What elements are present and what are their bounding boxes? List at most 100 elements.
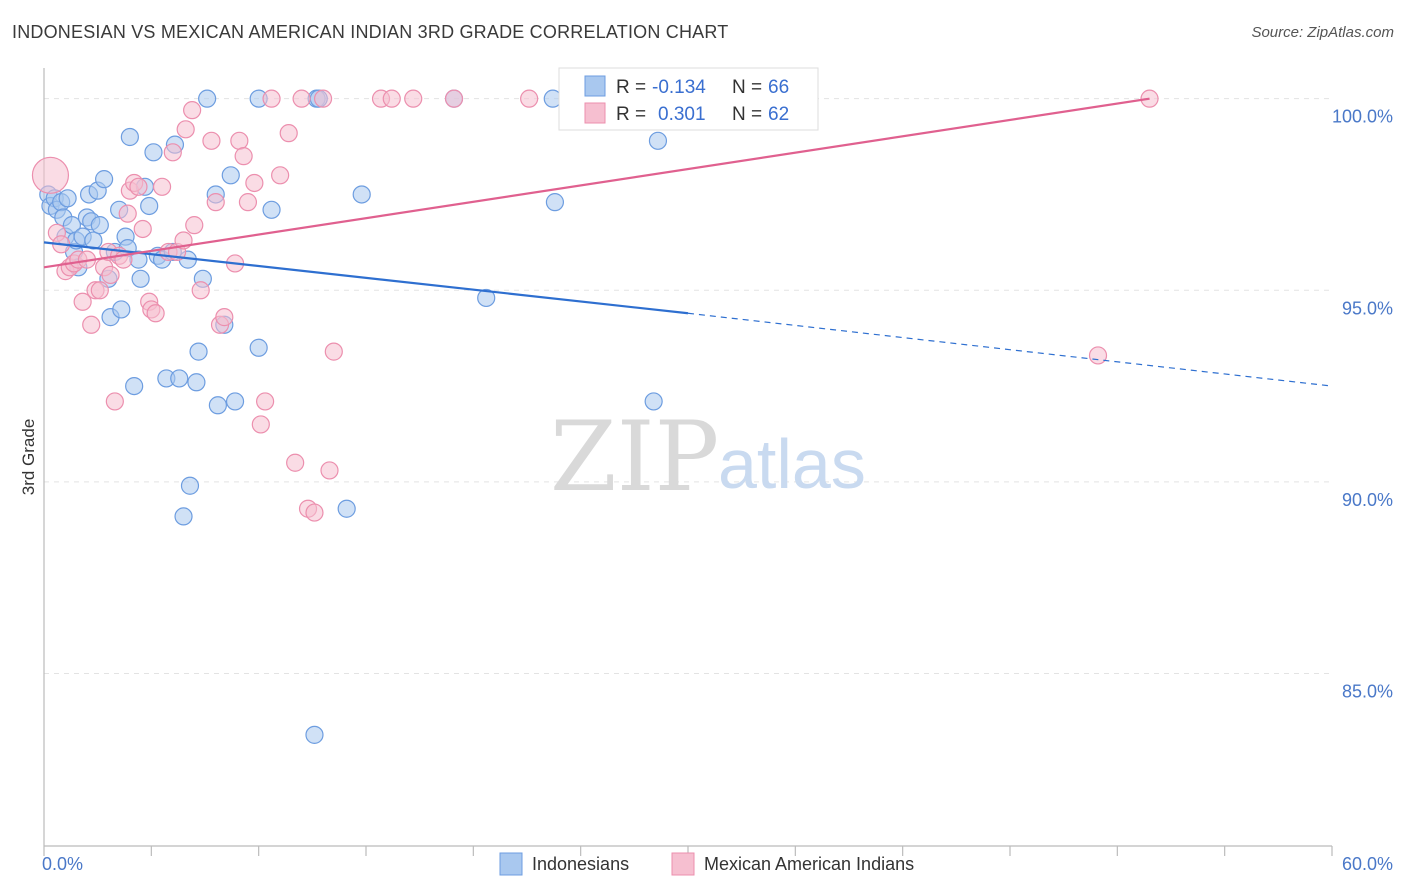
indonesians-point-44: [189, 342, 208, 361]
stats-box: R = -0.134 N = 66 R = 0.301 N = 62: [558, 67, 819, 131]
indonesians-trend-extension: [687, 312, 1333, 387]
stats-blue-n-value: 66: [768, 77, 789, 98]
indonesians-point-19: [95, 170, 114, 189]
series-mexican-american-indians-points: [31, 89, 1159, 522]
legend: Indonesians Mexican American Indians: [499, 852, 914, 876]
indonesians-point-33: [144, 143, 163, 162]
mexican-american-indians-point-34: [191, 281, 210, 300]
mexican-american-indians-point-25: [146, 304, 165, 323]
watermark: ZIP atlas: [550, 401, 866, 513]
stats-pink-swatch: [584, 102, 606, 124]
indonesians-point-51: [225, 392, 245, 411]
indonesians-point-48: [208, 396, 227, 415]
indonesians-point-42: [180, 476, 200, 495]
indonesians-point-58: [337, 499, 356, 518]
mexican-american-indians-point-14: [101, 265, 120, 285]
mexican-american-indians-point-0: [31, 156, 70, 194]
mexican-american-indians-point-42: [238, 193, 258, 212]
indonesians-point-59: [352, 185, 371, 204]
stats-pink-r-label: R =: [616, 104, 646, 125]
mexican-american-indians-point-48: [279, 124, 298, 143]
mexican-american-indians-point-53: [313, 89, 333, 108]
mexican-american-indians-point-32: [183, 101, 202, 120]
indonesians-point-7: [58, 189, 77, 208]
grid-lines: [44, 98, 1332, 675]
mexican-american-indians-point-47: [271, 166, 290, 185]
source-label: Source: ZipAtlas.com: [1251, 24, 1394, 41]
trend-lines: [43, 97, 1333, 387]
mexican-american-indians-point-49: [286, 453, 305, 472]
mexican-american-indians-point-9: [82, 315, 101, 334]
mexican-american-indians-point-45: [256, 392, 275, 411]
mexican-american-indians-point-35: [202, 131, 221, 150]
mexican-american-indians-point-57: [382, 89, 401, 108]
legend-indonesians-label: Indonesians: [532, 854, 629, 874]
watermark-atlas: atlas: [718, 425, 866, 503]
indonesians-trend-line: [43, 241, 689, 315]
indonesians-point-50: [221, 166, 240, 185]
indonesians-point-39: [170, 369, 189, 388]
mexican-american-indians-point-52: [305, 503, 324, 522]
x-ticks: [43, 846, 1333, 856]
indonesians-point-27: [120, 127, 139, 147]
mexican-american-indians-point-21: [129, 177, 148, 196]
mexican-american-indians-point-41: [234, 147, 253, 166]
mexican-american-indians-point-31: [176, 120, 195, 139]
indonesians-point-63: [545, 193, 565, 212]
mexican-american-indians-point-28: [163, 143, 182, 162]
watermark-zip: ZIP: [550, 401, 719, 513]
indonesians-point-32: [140, 196, 159, 216]
mexican-american-indians-point-44: [251, 415, 270, 434]
indonesians-point-61: [477, 288, 496, 308]
mexican-american-indians-point-26: [152, 177, 172, 196]
mexican-american-indians-point-7: [73, 292, 92, 311]
indonesians-point-16: [84, 231, 103, 250]
stats-blue-swatch: [584, 75, 606, 97]
legend-mexican-american-indians-label: Mexican American Indians: [704, 854, 914, 874]
indonesians-point-54: [262, 200, 281, 219]
mexican-american-indians-point-18: [118, 204, 137, 223]
mexican-american-indians-point-15: [105, 392, 124, 411]
indonesians-point-28: [125, 376, 144, 396]
indonesians-point-46: [198, 89, 217, 108]
mexican-american-indians-point-46: [262, 89, 281, 108]
stats-blue-r-value: -0.134: [652, 77, 706, 98]
stats-pink-n-label: N =: [732, 104, 762, 125]
y-tick-labels: 100.0% 95.0% 90.0% 85.0%: [1332, 107, 1393, 702]
indonesians-point-24: [112, 300, 131, 319]
indonesians-point-64: [644, 392, 663, 411]
y-axis-label: 3rd Grade: [19, 419, 38, 496]
x-tick-label-min: 0.0%: [42, 854, 83, 874]
stats-blue-n-label: N =: [732, 77, 762, 98]
indonesians-point-40: [174, 507, 193, 526]
indonesians-point-53: [249, 338, 268, 357]
y-tick-label-1: 95.0%: [1342, 298, 1393, 318]
mexican-american-indians-point-62: [1088, 346, 1108, 365]
stats-pink-n-value: 62: [768, 104, 789, 125]
mexican-american-indians-point-59: [444, 89, 464, 108]
indonesians-point-18: [90, 216, 109, 235]
mexican-american-indians-point-11: [90, 281, 109, 300]
mexican-american-indians-point-36: [206, 193, 225, 212]
mexican-american-indians-point-60: [520, 89, 539, 108]
x-tick-label-max: 60.0%: [1342, 854, 1393, 874]
mexican-american-indians-point-38: [215, 308, 234, 327]
mexican-american-indians-point-22: [133, 219, 152, 239]
mexican-american-indians-trend-line: [43, 97, 1150, 269]
indonesians-point-55: [305, 725, 324, 744]
mexican-american-indians-point-55: [324, 342, 343, 361]
stats-pink-r-value: 0.301: [658, 104, 706, 125]
mexican-american-indians-point-43: [245, 173, 264, 193]
indonesians-point-65: [648, 131, 668, 150]
chart-title: INDONESIAN VS MEXICAN AMERICAN INDIAN 3R…: [12, 22, 729, 42]
y-tick-label-0: 100.0%: [1332, 107, 1393, 127]
mexican-american-indians-point-40: [230, 131, 249, 150]
legend-mexican-american-indians-swatch: [671, 852, 695, 876]
mexican-american-indians-point-58: [404, 89, 423, 108]
mexican-american-indians-point-33: [185, 216, 204, 235]
y-tick-label-3: 85.0%: [1342, 682, 1393, 702]
y-tick-label-2: 90.0%: [1342, 490, 1393, 510]
stats-blue-r-label: R =: [616, 77, 646, 98]
mexican-american-indians-point-54: [320, 461, 339, 480]
